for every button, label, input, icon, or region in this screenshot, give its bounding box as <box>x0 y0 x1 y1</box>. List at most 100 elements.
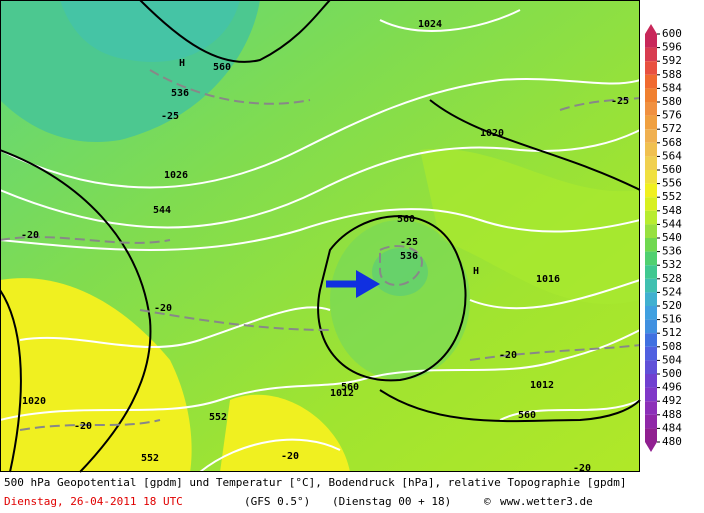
colorbar-label: 496 <box>662 381 682 394</box>
map-label: 560 <box>397 214 415 225</box>
map-label: 536 <box>171 88 189 99</box>
colorbar-label: 576 <box>662 109 682 122</box>
map-label: H <box>179 58 185 69</box>
colorbar-label: 520 <box>662 299 682 312</box>
colorbar-label: 544 <box>662 217 682 230</box>
colorbar-label: 492 <box>662 394 682 407</box>
color-swatch <box>645 414 657 429</box>
colorbar-label: 548 <box>662 204 682 217</box>
colorbar-label: 564 <box>662 149 682 162</box>
color-swatch <box>645 401 657 415</box>
color-swatch <box>645 387 657 402</box>
colorbar-label: 580 <box>662 95 682 108</box>
colorbar-label: 552 <box>662 190 682 203</box>
color-swatch <box>645 306 657 320</box>
map-label: 536 <box>400 251 418 262</box>
color-swatch <box>645 265 657 279</box>
map-label: -20 <box>573 463 591 474</box>
color-swatch <box>645 346 657 361</box>
colorbar-label: 488 <box>662 408 682 421</box>
colorbar-label: 528 <box>662 272 682 285</box>
colorbar-label: 516 <box>662 313 682 326</box>
colorbar-label: 512 <box>662 326 682 339</box>
color-swatch <box>645 88 657 102</box>
map-label: 1012 <box>530 380 554 391</box>
description: 500 hPa Geopotential [gpdm] und Temperat… <box>4 476 627 489</box>
map-label: 552 <box>209 412 227 423</box>
map-label: -25 <box>400 237 418 248</box>
color-swatch <box>645 183 657 198</box>
map-label: -25 <box>161 111 179 122</box>
color-swatch <box>645 210 657 225</box>
map-label: 560 <box>341 382 359 393</box>
colorbar-tip <box>645 24 657 34</box>
color-swatch <box>645 47 657 62</box>
colorbar-label: 600 <box>662 27 682 40</box>
colorbar-label: 500 <box>662 367 682 380</box>
colorbar-label: 532 <box>662 258 682 271</box>
colorbar-label: 540 <box>662 231 682 244</box>
color-swatch <box>645 61 657 75</box>
colorbar-label: 596 <box>662 41 682 54</box>
color-swatch <box>645 292 657 306</box>
color-swatch <box>645 278 657 293</box>
colorbar-label: 572 <box>662 122 682 135</box>
site: www.wetter3.de <box>500 495 593 508</box>
colorbar-label: 480 <box>662 435 682 448</box>
map-label: -20 <box>74 421 92 432</box>
colorbar-label: 508 <box>662 340 682 353</box>
color-swatch <box>645 319 657 334</box>
map-label: -20 <box>21 230 39 241</box>
map-label: 560 <box>213 62 231 73</box>
map-label: -20 <box>281 451 299 462</box>
color-swatch <box>645 129 657 143</box>
color-swatch <box>645 238 657 252</box>
footer: 500 hPa Geopotential [gpdm] und Temperat… <box>4 476 627 508</box>
color-swatch <box>645 142 657 157</box>
map-label: H <box>473 266 479 277</box>
map-label: -25 <box>611 96 629 107</box>
color-swatch <box>645 360 657 374</box>
color-swatch <box>645 197 657 211</box>
map-label: 1020 <box>480 128 504 139</box>
color-swatch <box>645 428 657 442</box>
color-swatch <box>645 170 657 184</box>
color-swatch <box>645 251 657 266</box>
date: Dienstag, 26-04-2011 18 UTC <box>4 495 183 508</box>
map-label: -20 <box>499 350 517 361</box>
map-label: 1024 <box>418 19 442 30</box>
map-label: 1026 <box>164 170 188 181</box>
color-swatch <box>645 34 657 48</box>
colorbar-tip <box>645 442 657 452</box>
map: H 560 1024 536 -25 1020 1026 544 -20 560 -25 536 H 10… <box>0 0 641 474</box>
color-swatch <box>645 102 657 116</box>
colorbar-label: 568 <box>662 136 682 149</box>
copyright: © <box>484 495 491 508</box>
color-swatch <box>645 374 657 388</box>
colorbar-label: 536 <box>662 245 682 258</box>
map-label: 1016 <box>536 274 560 285</box>
colorbar-label: 588 <box>662 68 682 81</box>
map-label: -20 <box>154 303 172 314</box>
colorbar-label: 584 <box>662 81 682 94</box>
color-swatch <box>645 224 657 238</box>
color-swatch <box>645 115 657 130</box>
colorbar-label: 504 <box>662 353 682 366</box>
run: (Dienstag 00 + 18) <box>332 495 451 508</box>
color-swatch <box>645 333 657 347</box>
colorbar-label: 560 <box>662 163 682 176</box>
color-swatch <box>645 74 657 89</box>
colorbar: 6005965925885845805765725685645605565525… <box>645 24 682 452</box>
map-label: 544 <box>153 205 171 216</box>
colorbar-label: 556 <box>662 177 682 190</box>
map-label: 560 <box>518 410 536 421</box>
model: (GFS 0.5°) <box>244 495 310 508</box>
colorbar-label: 484 <box>662 421 682 434</box>
map-label: 1020 <box>22 396 46 407</box>
map-label: 552 <box>141 453 159 464</box>
map-label: 1012 <box>330 388 354 399</box>
colorbar-label: 524 <box>662 285 682 298</box>
color-swatch <box>645 156 657 170</box>
